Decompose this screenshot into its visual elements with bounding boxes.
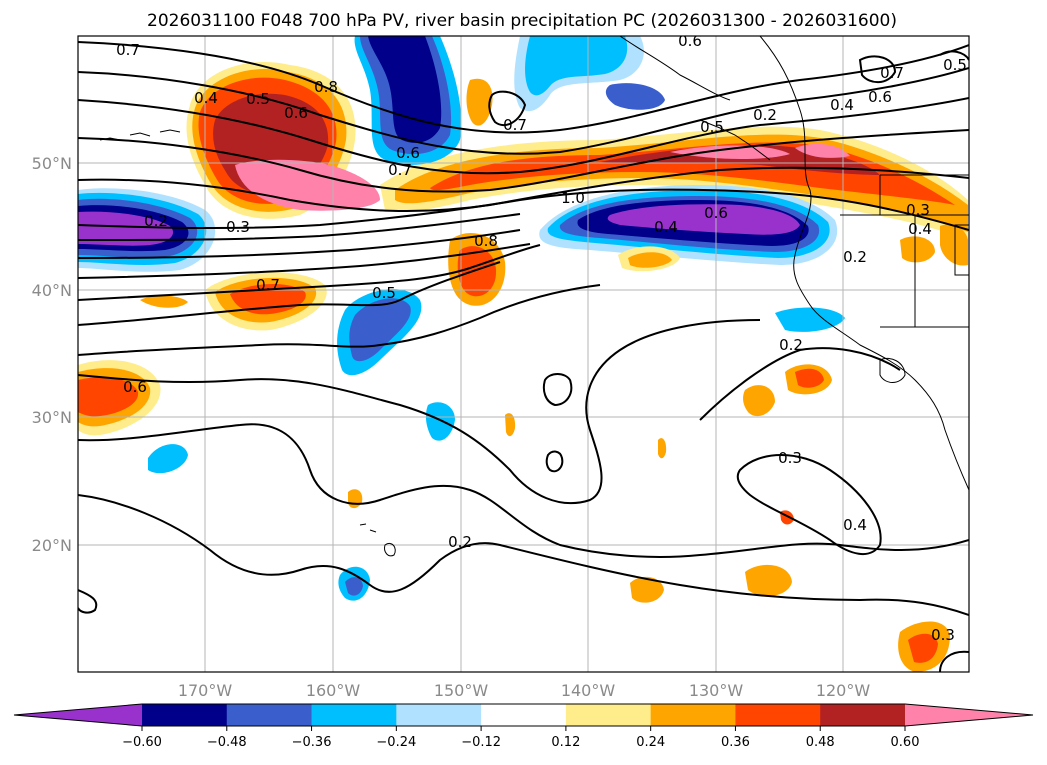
colorbar-tick-label: −0.60 [122,735,162,750]
lon-label: 160°W [306,681,361,700]
map-frame [77,35,970,673]
colorbar-tick-label: 0.12 [551,735,580,750]
lat-label: 40°N [32,281,72,300]
colorbar-segment [396,704,482,726]
colorbar-tick-label: 0.48 [806,735,835,750]
contour-label: 0.4 [194,89,218,107]
longitude-labels: 170°W 160°W 150°W 140°W 130°W 120°W [178,681,871,700]
precip-shading [78,36,968,672]
contour-label: 0.6 [678,32,702,50]
contour-label: 0.7 [503,116,527,134]
colorbar-segment [735,704,821,726]
colorbar-extend-min [14,704,142,726]
colorbar-extend-max [905,704,1033,726]
contour-label: 0.5 [700,118,724,136]
contour-label: 0.7 [880,64,904,82]
lat-label: 20°N [32,536,72,555]
contour-label: 0.6 [704,204,728,222]
contour-label: 0.2 [843,248,867,266]
colorbar-tick-label: −0.36 [292,735,332,750]
contour-label: 0.7 [388,161,412,179]
contour-label: 0.5 [372,284,396,302]
contour-label: 0.2 [753,106,777,124]
contour-label: 0.3 [226,218,250,236]
colorbar-segment [481,704,567,726]
colorbar-segment [311,704,397,726]
lat-label: 50°N [32,154,72,173]
contour-label: 0.5 [246,90,270,108]
contour-label: 0.6 [868,88,892,106]
colorbar-tick-label: 0.60 [891,735,920,750]
contour-label: 0.3 [778,449,802,467]
colorbar-segment [142,704,228,726]
map-title: 2026031100 F048 700 hPa PV, river basin … [147,11,897,31]
colorbar-tick-label: 0.36 [721,735,750,750]
contour-label: 0.7 [116,41,140,59]
contour-label: 0.3 [906,201,930,219]
coastlines [99,36,969,557]
contour-label: 0.3 [931,626,955,644]
contour-label: 0.2 [448,533,472,551]
graticule [78,36,969,672]
contour-label: 0.4 [830,96,854,114]
contour-label: 0.4 [654,218,678,236]
pv-contours [78,41,969,672]
contour-label: 0.6 [284,104,308,122]
contour-label: 0.6 [123,378,147,396]
contour-label: 0.7 [256,276,280,294]
colorbar-segment [226,704,313,726]
colorbar-segment [650,704,736,726]
contour-label: 0.2 [144,212,168,230]
contour-label: 1.0 [561,189,585,207]
lon-label: 140°W [561,681,616,700]
colorbar-tick-label: −0.48 [207,735,247,750]
lon-label: 150°W [434,681,489,700]
contour-label: 0.8 [474,232,498,250]
contour-label: 0.4 [843,516,867,534]
colorbar-segment [820,704,906,726]
colorbar-segment [565,704,652,726]
colorbar-tick-label: −0.24 [376,735,416,750]
latitude-labels: 50°N 40°N 30°N 20°N [32,154,72,555]
map-area: 0.7 0.6 0.7 0.5 0.4 0.5 0.6 0.8 0.7 0.6 … [78,32,969,672]
colorbar-tick-label: 0.24 [636,735,665,750]
lon-label: 130°W [689,681,744,700]
colorbar: −0.60 −0.48 −0.36 −0.24 −0.12 0.12 0.24 0.36 0.4… [13,703,1034,750]
contour-label: 0.2 [779,336,803,354]
colorbar-tick-label: −0.12 [461,735,501,750]
contour-label: 0.5 [943,56,967,74]
contour-label: 0.6 [396,144,420,162]
lon-label: 170°W [178,681,233,700]
lon-label: 120°W [816,681,871,700]
contour-label: 0.4 [908,220,932,238]
lat-label: 30°N [32,408,72,427]
contour-label: 0.8 [314,78,338,96]
contour-labels: 0.7 0.6 0.7 0.5 0.4 0.5 0.6 0.8 0.7 0.6 … [116,32,967,644]
